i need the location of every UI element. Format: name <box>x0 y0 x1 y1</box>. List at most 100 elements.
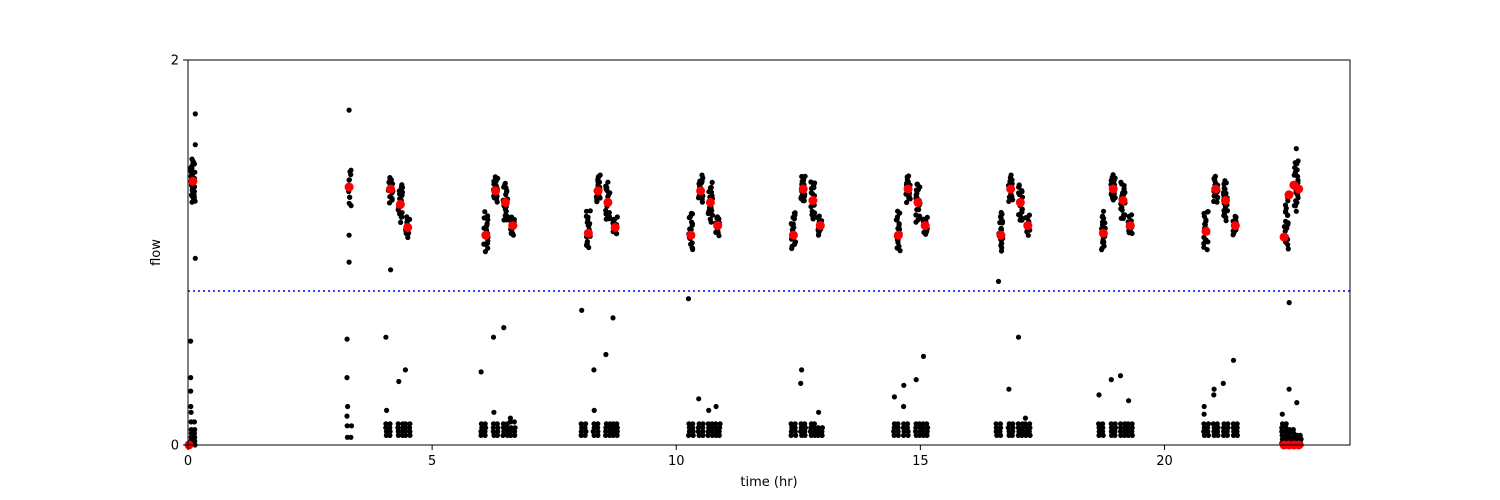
raw-point <box>700 421 706 427</box>
raw-point <box>1112 421 1118 427</box>
summary-point <box>395 199 405 209</box>
raw-point <box>614 428 620 435</box>
raw-point <box>1221 432 1227 438</box>
raw-point <box>1019 432 1025 438</box>
raw-point <box>808 179 814 185</box>
raw-point <box>895 425 901 431</box>
raw-point <box>689 211 696 217</box>
raw-point <box>1294 400 1300 406</box>
raw-point <box>583 421 589 427</box>
raw-point <box>508 425 514 431</box>
raw-point <box>920 216 926 222</box>
raw-point <box>584 239 591 245</box>
raw-point <box>1006 386 1012 392</box>
summary-point <box>1098 228 1108 238</box>
raw-point <box>895 428 901 435</box>
raw-point <box>347 194 353 200</box>
raw-point <box>896 221 902 227</box>
raw-point <box>708 184 714 190</box>
raw-point <box>793 432 799 438</box>
raw-point <box>1027 421 1033 427</box>
raw-point <box>696 421 702 427</box>
raw-point <box>511 419 517 425</box>
raw-point <box>1096 392 1102 398</box>
raw-point <box>1279 428 1285 435</box>
raw-point <box>490 421 497 427</box>
raw-point <box>686 428 693 435</box>
raw-point <box>583 213 590 219</box>
raw-point <box>605 179 611 185</box>
raw-point <box>387 428 393 435</box>
raw-point <box>192 427 198 433</box>
raw-point <box>403 425 409 431</box>
raw-point <box>603 183 609 189</box>
raw-point <box>610 425 617 431</box>
raw-point <box>914 181 921 187</box>
raw-point <box>387 194 393 200</box>
raw-point <box>1230 357 1237 363</box>
raw-point <box>1282 202 1289 208</box>
summary-point <box>788 230 798 240</box>
raw-point <box>591 407 597 413</box>
raw-point <box>610 315 616 321</box>
x-tick-label: 15 <box>912 454 929 469</box>
raw-point <box>403 421 409 427</box>
raw-point <box>603 425 609 431</box>
raw-point <box>920 421 926 427</box>
raw-point <box>1210 421 1216 427</box>
raw-point <box>1122 432 1128 438</box>
raw-point <box>501 325 507 331</box>
raw-point <box>383 334 389 340</box>
y-tick-label: 0 <box>171 439 179 454</box>
raw-point <box>816 409 822 415</box>
summary-point <box>593 186 603 196</box>
y-axis-ticks: 02 <box>171 54 188 454</box>
raw-point <box>495 428 501 435</box>
y-tick-label: 2 <box>171 54 179 69</box>
raw-point <box>1292 165 1298 171</box>
raw-point <box>1118 179 1124 185</box>
raw-point <box>895 208 901 214</box>
raw-point <box>709 179 715 185</box>
raw-point <box>913 377 919 383</box>
raw-point <box>901 421 907 427</box>
raw-point <box>508 432 514 438</box>
raw-point <box>1211 193 1217 199</box>
raw-point <box>1234 425 1240 431</box>
raw-point <box>998 209 1004 216</box>
raw-point <box>396 378 402 385</box>
raw-point <box>346 259 352 265</box>
raw-point <box>396 188 402 194</box>
raw-point <box>578 428 584 435</box>
raw-point <box>798 421 804 427</box>
raw-point <box>482 421 488 427</box>
summary-point <box>1023 221 1033 231</box>
raw-point <box>819 428 825 435</box>
raw-point <box>809 208 815 214</box>
raw-point <box>398 219 404 225</box>
raw-point <box>705 432 711 438</box>
raw-point <box>1293 146 1299 152</box>
raw-point <box>1222 178 1228 184</box>
raw-point <box>705 428 711 435</box>
raw-point <box>993 425 999 431</box>
raw-point <box>587 208 593 214</box>
raw-point <box>603 207 609 214</box>
raw-point <box>591 432 597 438</box>
raw-point <box>582 425 588 431</box>
raw-point <box>1118 421 1124 427</box>
raw-point <box>395 425 401 431</box>
raw-point <box>1215 425 1221 431</box>
raw-point <box>395 432 401 438</box>
summary-point <box>798 184 808 194</box>
raw-point <box>925 425 931 431</box>
raw-point <box>1201 411 1207 417</box>
raw-point <box>716 432 722 438</box>
raw-point <box>1129 428 1135 435</box>
raw-point <box>690 421 696 427</box>
raw-point <box>1112 432 1118 438</box>
raw-point <box>802 421 808 427</box>
summary-point <box>344 182 354 192</box>
raw-point <box>1279 425 1285 431</box>
